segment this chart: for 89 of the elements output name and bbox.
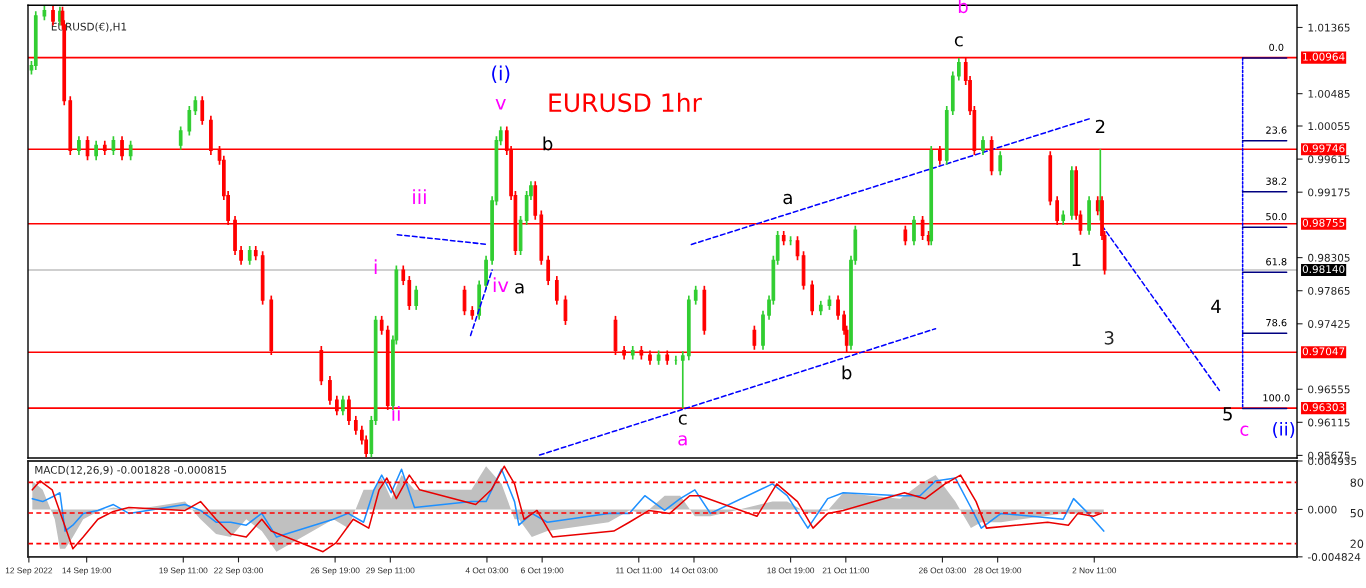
candlestick <box>353 415 358 436</box>
candlestick <box>379 315 384 336</box>
annotation: 38.2 <box>1266 177 1287 185</box>
candlestick <box>401 264 406 286</box>
annotation: 2 <box>1095 119 1105 134</box>
x-tick-label: 11 Oct 11:00 <box>616 567 662 574</box>
annotation: 5 <box>1223 407 1232 421</box>
y-tick-label: 0.99615 <box>1308 155 1350 164</box>
candlestick <box>328 375 332 406</box>
annotation: 1 <box>1072 252 1081 267</box>
annotation: 0.0 <box>1269 43 1284 52</box>
annotation: b <box>543 136 553 151</box>
x-tick-label: 26 Oct 03:00 <box>919 567 966 574</box>
annotation: a <box>515 283 524 294</box>
y-tick-label: 0.97865 <box>1308 286 1350 295</box>
candlestick <box>546 254 551 286</box>
annotation: iii <box>413 189 426 204</box>
annotation: 61.8 <box>1266 258 1287 266</box>
x-tick-label: 22 Sep 03:00 <box>214 567 263 576</box>
annotation: c <box>954 36 963 47</box>
annotation: c <box>1240 425 1249 436</box>
y-tick-label: 0.000 <box>1308 505 1337 514</box>
x-tick-label: 4 Oct 03:00 <box>465 567 509 574</box>
x-tick-label: 28 Oct 19:00 <box>974 567 1022 574</box>
ref-line-label: 1.00964 <box>1303 52 1345 61</box>
candlestick <box>680 350 685 410</box>
annotation: v <box>495 98 506 110</box>
annotation: 100.0 <box>1263 394 1290 402</box>
candlestick <box>239 245 243 266</box>
annotation: 23.6 <box>1266 126 1287 134</box>
annotation: 4 <box>1211 299 1221 313</box>
candlestick <box>981 135 985 156</box>
candlestick <box>94 139 99 162</box>
ref-line-label: 0.98140 <box>1302 265 1345 274</box>
annotation: c <box>678 414 687 425</box>
y-tick-label: 0.99175 <box>1308 188 1350 197</box>
annotation: i <box>374 259 377 275</box>
ref-line-label: 0.97047 <box>1302 347 1345 356</box>
annotation: b <box>842 365 852 380</box>
candlestick <box>128 139 133 162</box>
x-tick-label: 14 Sep 19:00 <box>62 567 112 576</box>
x-tick-label: 14 Oct 03:00 <box>670 567 718 574</box>
candlestick <box>912 215 916 247</box>
annotation: 50.0 <box>1266 212 1287 221</box>
x-tick-label: 12 Sep 2022 <box>5 567 53 576</box>
y-tick-label: 1.00485 <box>1308 89 1350 98</box>
y2-tick-label: 80 <box>1350 478 1364 487</box>
annotation: iv <box>493 277 509 293</box>
candlestick <box>247 245 252 266</box>
annotation: a <box>678 435 687 446</box>
candlestick <box>178 125 183 151</box>
candlestick <box>200 95 205 126</box>
candlestick <box>693 284 698 306</box>
candlestick <box>998 150 1003 177</box>
y-tick-label: 0.96115 <box>1308 418 1350 427</box>
x-tick-label: 29 Sep 11:00 <box>366 567 415 576</box>
candlestick <box>414 284 419 311</box>
y2-tick-label: 20 <box>1350 539 1364 548</box>
candlestick <box>554 275 559 306</box>
annotation: ii <box>392 406 400 421</box>
y-tick-label: -0.004824 <box>1307 553 1361 561</box>
candlestick <box>341 394 345 417</box>
annotation: 3 <box>1104 331 1114 345</box>
annotation: (i) <box>492 65 510 83</box>
x-tick-label: 19 Sep 11:00 <box>159 567 208 576</box>
x-tick-label: 2 Nov 11:00 <box>1072 567 1117 574</box>
candlestick <box>193 95 198 116</box>
y2-tick-label: 50 <box>1350 508 1364 518</box>
text: EURUSD 1hr <box>549 92 702 113</box>
annotation: a <box>783 193 792 205</box>
x-tick-label: 26 Sep 19:00 <box>310 567 360 576</box>
candlestick <box>187 105 192 137</box>
y-tick-label: 0.96555 <box>1308 385 1350 394</box>
candlestick <box>836 294 840 321</box>
candlestick <box>111 135 116 156</box>
annotation: 78.6 <box>1266 318 1287 327</box>
annotation: (ii) <box>1273 421 1295 438</box>
candlestick <box>77 135 81 156</box>
y-tick-label: 1.00055 <box>1308 122 1350 131</box>
x-tick-label: 6 Oct 19:00 <box>521 567 564 574</box>
x-tick-label: 21 Oct 11:00 <box>822 567 870 574</box>
y-tick-label: 0.97425 <box>1308 320 1350 328</box>
y-tick-label: 0.98305 <box>1308 253 1350 262</box>
ref-line-label: 0.96303 <box>1302 403 1345 412</box>
x-tick-label: 18 Oct 19:00 <box>767 567 815 574</box>
candlestick <box>956 57 961 82</box>
ref-line-label: 0.99746 <box>1302 144 1345 153</box>
y-tick-label: 1.01365 <box>1308 23 1350 32</box>
ref-line-label: 0.98755 <box>1302 218 1345 227</box>
